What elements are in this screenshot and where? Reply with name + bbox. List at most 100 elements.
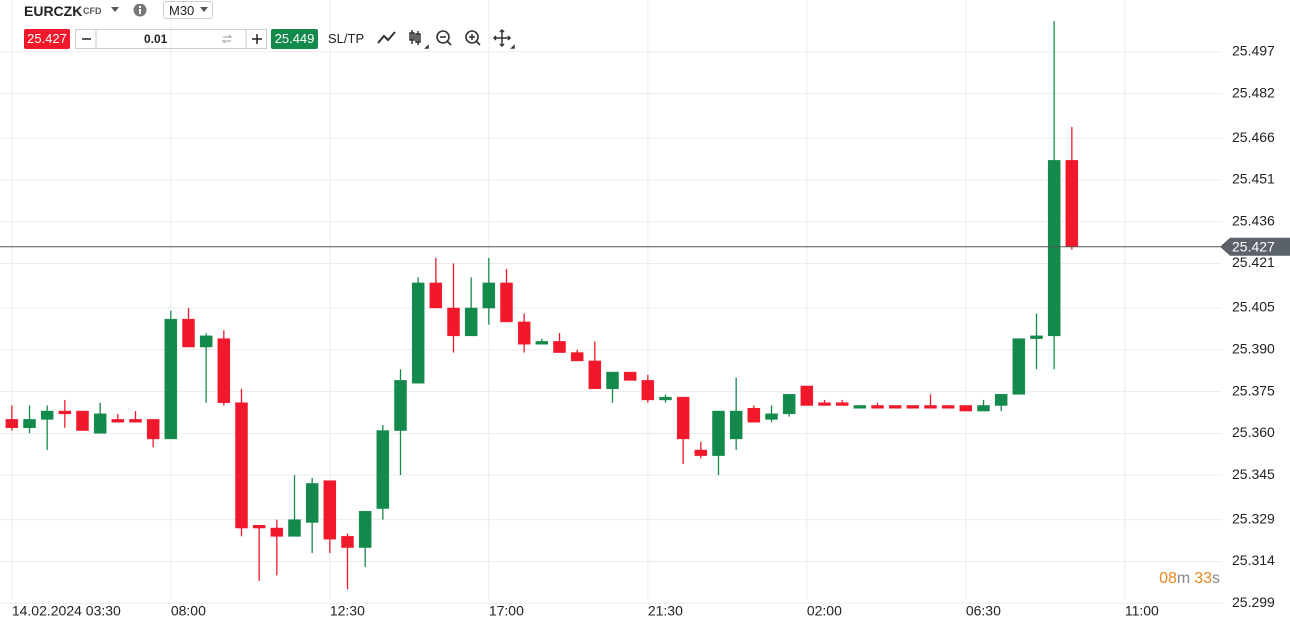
y-tick-label: 25.390 [1232,340,1275,356]
y-tick-label: 25.497 [1232,42,1275,58]
zoom-in-icon[interactable] [465,30,481,46]
candle-body [288,519,301,537]
candle-body [464,307,478,337]
candle-body [994,394,1008,406]
candle-body [252,524,266,529]
quantity-controls [82,30,262,48]
candle-body [800,385,814,406]
candle-body [871,405,884,409]
candle-body [111,419,125,423]
candle-body [641,380,655,401]
candle-body [553,341,566,353]
candle-body [146,419,160,440]
y-tick-label: 25.466 [1232,129,1275,145]
sltp-button[interactable]: SL/TP [328,31,365,46]
candle-body [694,449,708,456]
symbol[interactable]: EURCZK [24,3,83,19]
pan-icon[interactable] [492,28,515,49]
candle-body [659,396,672,401]
quantity[interactable]: 0.01 [144,32,168,46]
candle-body [1012,338,1026,395]
current-price-label: 25.427 [1232,238,1275,254]
candle-body [358,511,372,548]
candle-body [235,402,248,529]
candle-icon[interactable] [409,30,429,49]
sell-price: 25.427 [27,31,67,46]
quantity-box: 0.01 [75,29,267,49]
x-tick-label: 21:30 [648,603,683,619]
x-tick-label: 06:30 [966,603,1001,619]
y-tick-label: 25.405 [1232,299,1275,315]
candle-body [129,419,142,423]
y-tick-label: 25.314 [1232,552,1275,568]
symbol-controls[interactable] [109,4,159,18]
candle-body [5,419,19,429]
swap-icon[interactable] [221,34,233,44]
x-tick-label: 14.02.2024 03:30 [12,603,121,619]
countdown-minutes-unit: m [1177,570,1190,587]
candle-body [906,405,920,409]
candle-body [570,352,584,362]
grid [0,0,1222,604]
candle-body [323,480,337,540]
candles [5,21,1079,590]
candle-body [888,405,902,409]
candle-body [76,410,89,431]
candle-body [941,405,955,409]
labels: 25.49725.48225.46625.45125.43625.42125.4… [0,42,1290,619]
line-chart-icon[interactable] [377,31,396,44]
info-icon-stem [139,9,141,14]
timeframe: M30 [169,3,195,18]
zoom-out-icon[interactable] [436,30,452,46]
candle-body [58,410,72,415]
y-tick-label: 25.451 [1232,171,1275,187]
dropdown-caret[interactable] [111,7,119,12]
y-tick-label: 25.436 [1232,212,1275,228]
x-tick-label: 12:30 [330,603,365,619]
buy-button[interactable]: 25.449 [271,29,318,49]
y-tick-label: 25.360 [1232,424,1275,440]
candle-body [712,410,725,456]
candle-body [1065,160,1079,247]
candle-body [93,413,107,434]
x-tick-label: 11:00 [1125,603,1159,619]
candle-body [818,402,831,406]
candle-body [924,405,937,409]
countdown-seconds: 33 [1194,570,1212,587]
candle-body [482,282,496,309]
candle-body [305,483,319,523]
countdown-minutes: 08 [1159,570,1177,587]
x-tick-label: 17:00 [489,603,524,619]
candle-body [376,430,390,509]
candle-body [182,318,195,348]
candle-body [164,318,178,440]
y-tick-label: 25.299 [1232,594,1275,610]
candle-body [341,536,354,548]
candle-body [411,282,425,384]
buy-price: 25.449 [274,31,315,46]
chart-tools [377,28,515,49]
y-tick-label: 25.421 [1232,254,1275,270]
y-tick-label: 25.345 [1232,466,1275,482]
candle-body [729,410,743,440]
y-tick-label: 25.375 [1232,382,1275,398]
sell-button[interactable]: 25.427 [24,29,70,49]
candle-body [23,419,36,429]
candle-body [765,413,778,420]
candle-body [1047,160,1061,337]
candle-body [394,380,407,431]
current-price-tag [1220,237,1290,256]
timeframe-select[interactable]: M30 [163,1,213,19]
candle-body [623,371,637,381]
candle-body [853,405,867,409]
y-tick-label: 25.329 [1232,510,1275,526]
symbol-type: CFD [83,6,102,16]
candle-body [40,410,54,420]
candle-body [217,338,231,403]
candle-body [588,360,602,390]
info-icon-dot [139,6,141,8]
countdown: 08m 33s [1159,570,1220,587]
candle-body [500,282,513,323]
